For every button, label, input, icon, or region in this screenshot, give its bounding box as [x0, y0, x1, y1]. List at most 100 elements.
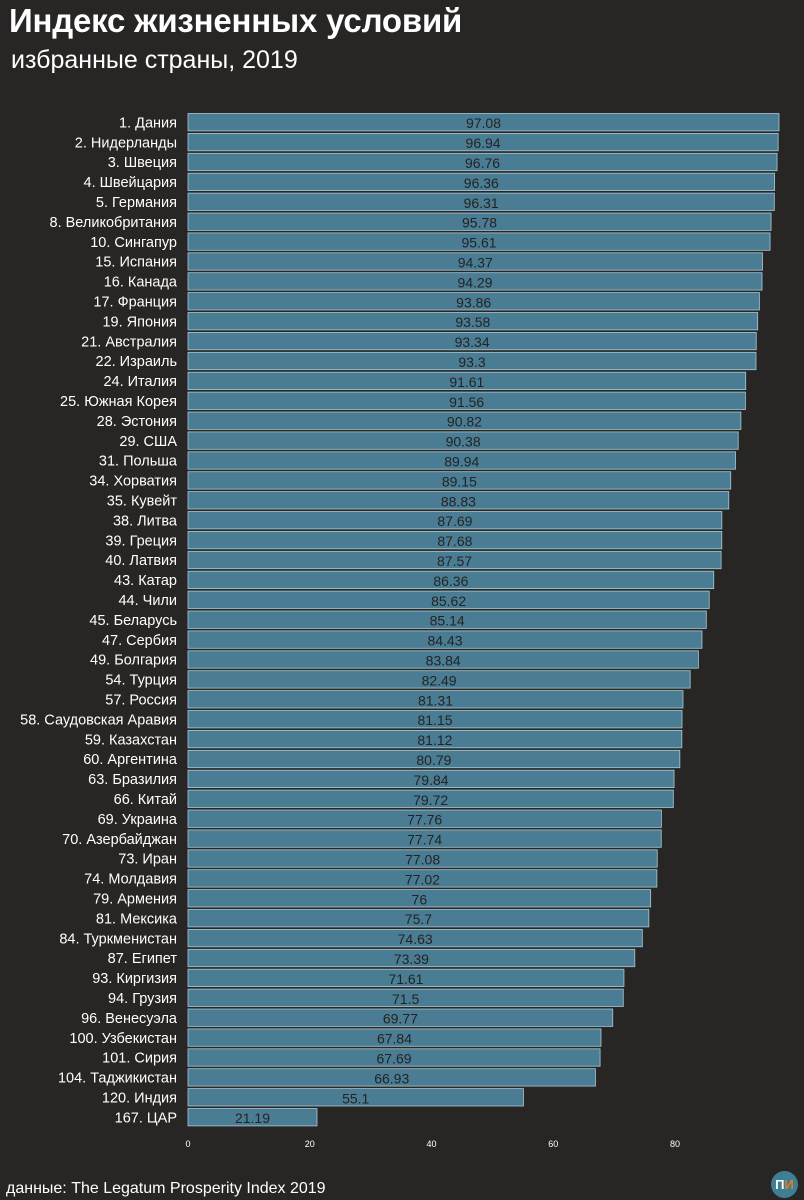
- category-label: 120. Индия: [102, 1091, 177, 1107]
- value-label: 77.74: [407, 832, 442, 848]
- bar: [187, 272, 763, 291]
- category-label: 58. Саудовская Аравия: [20, 712, 177, 728]
- category-label: 60. Аргентина: [83, 752, 178, 768]
- category-label: 31. Польша: [99, 454, 178, 470]
- category-label: 44. Чили: [118, 593, 177, 609]
- bar: [187, 690, 684, 709]
- category-label: 57. Россия: [105, 693, 177, 709]
- category-label: 25. Южная Корея: [60, 394, 177, 410]
- value-label: 80.79: [416, 752, 451, 768]
- value-label: 21.19: [235, 1110, 270, 1126]
- value-label: 67.69: [377, 1051, 412, 1067]
- value-label: 93.58: [455, 314, 490, 330]
- category-label: 100. Узбекистан: [69, 1031, 177, 1047]
- bar: [187, 232, 771, 251]
- bar: [187, 471, 732, 490]
- value-label: 94.29: [457, 274, 492, 290]
- category-label: 79. Армения: [93, 892, 177, 908]
- bar: [187, 809, 662, 828]
- value-label: 75.7: [405, 911, 432, 927]
- bar: [187, 371, 747, 391]
- bar: [187, 889, 652, 908]
- bar: [187, 411, 742, 430]
- value-label: 84.43: [427, 633, 462, 649]
- x-axis-ticks-group: 0 20 40 60 80: [185, 1139, 680, 1149]
- x-tick-label: 80: [670, 1139, 680, 1149]
- category-label: 96. Венесуэла: [81, 1011, 178, 1027]
- bar: [187, 909, 650, 928]
- bar: [187, 710, 683, 729]
- x-tick-label: 20: [305, 1139, 315, 1149]
- category-label: 22. Израиль: [96, 354, 178, 370]
- bar: [187, 988, 624, 1007]
- category-label: 63. Бразилия: [88, 772, 177, 788]
- source-note: данные: The Legatum Prosperity Index 201…: [6, 1180, 326, 1197]
- bar: [187, 351, 757, 371]
- category-label: 2. Нидерланды: [75, 135, 177, 151]
- category-label: 38. Литва: [113, 513, 178, 529]
- x-tick-label: 0: [185, 1139, 190, 1149]
- value-label: 81.31: [418, 692, 453, 708]
- value-label: 66.93: [374, 1070, 409, 1086]
- category-label: 4. Швейцария: [84, 175, 178, 191]
- bar: [187, 789, 674, 808]
- value-label: 95.61: [462, 235, 497, 251]
- bar: [187, 451, 736, 470]
- category-label: 19. Япония: [102, 314, 177, 330]
- bar: [187, 1068, 596, 1087]
- value-label: 93.34: [455, 334, 490, 350]
- value-label: 69.77: [383, 1011, 418, 1027]
- category-label: 10. Сингапур: [90, 235, 177, 251]
- bar: [187, 192, 775, 211]
- category-label: 39. Греция: [105, 533, 177, 549]
- bar: [187, 590, 710, 609]
- bar: [187, 929, 643, 948]
- category-label: 24. Италия: [103, 374, 177, 390]
- bar: [187, 113, 780, 132]
- value-label: 77.76: [407, 812, 442, 828]
- value-label: 88.83: [441, 493, 476, 509]
- category-label: 66. Китай: [114, 792, 177, 808]
- x-tick-label: 40: [427, 1139, 437, 1149]
- value-label: 93.86: [456, 294, 491, 310]
- value-label: 96.94: [466, 135, 501, 151]
- value-label: 95.78: [462, 215, 497, 231]
- bar: [187, 630, 703, 649]
- category-label: 54. Турция: [105, 673, 177, 689]
- category-label: 47. Сербия: [102, 633, 177, 649]
- bar: [187, 849, 658, 868]
- category-label: 15. Испания: [95, 255, 177, 271]
- bar: [187, 769, 675, 789]
- value-label: 94.37: [458, 255, 493, 271]
- bar: [187, 212, 772, 231]
- category-label: 93. Киргизия: [92, 971, 177, 987]
- category-label: 49. Болгария: [90, 653, 177, 669]
- value-label: 90.38: [446, 434, 481, 450]
- category-label: 59. Казахстан: [85, 732, 177, 748]
- category-label: 45. Беларусь: [89, 613, 177, 629]
- value-label: 91.61: [449, 374, 484, 390]
- value-label: 82.49: [422, 672, 457, 688]
- category-label: 87. Египет: [108, 951, 178, 967]
- value-label: 55.1: [342, 1090, 369, 1106]
- bar: [187, 570, 715, 590]
- logo-letter-2: И: [784, 1177, 794, 1192]
- category-label: 69. Украина: [98, 812, 178, 828]
- value-label: 83.84: [426, 653, 461, 669]
- bar: [187, 550, 722, 570]
- bar: [187, 610, 707, 629]
- value-label: 71.61: [388, 971, 423, 987]
- category-label: 28. Эстония: [97, 414, 177, 430]
- bar: [187, 730, 683, 749]
- bar: [187, 292, 760, 311]
- bars-group: [187, 113, 780, 1127]
- value-label: 87.57: [437, 553, 472, 569]
- bar: [187, 1088, 524, 1107]
- category-label: 35. Кувейт: [107, 494, 178, 510]
- bar: [187, 531, 723, 550]
- value-label: 73.39: [394, 951, 429, 967]
- value-label: 89.15: [442, 473, 477, 489]
- chart-subtitle: избранные страны, 2019: [11, 46, 298, 74]
- bar: [187, 869, 658, 888]
